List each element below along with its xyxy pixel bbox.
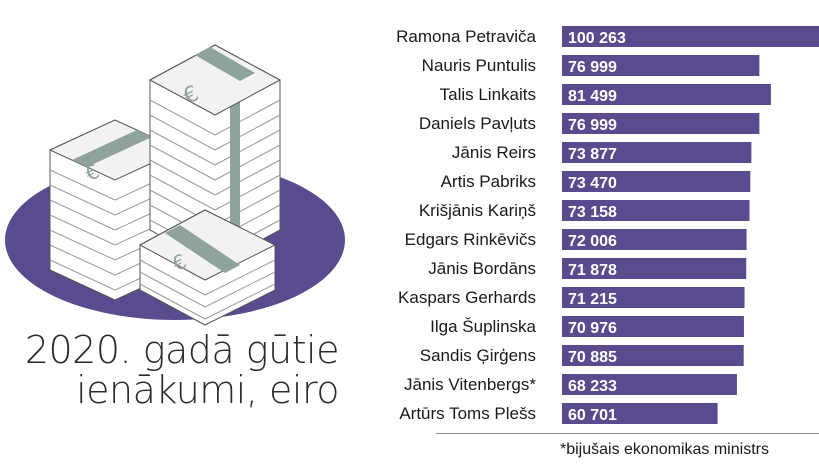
divider [436, 433, 819, 434]
value-label: 73 158 [568, 204, 617, 221]
category-label: Jānis Bordāns [428, 259, 536, 278]
euro-banknote-stack-icon: € [138, 209, 277, 326]
value-label: 73 470 [568, 175, 617, 192]
bar [562, 142, 752, 163]
value-label: 68 233 [568, 378, 617, 395]
bar [562, 113, 760, 134]
bar [562, 26, 819, 47]
bar [562, 84, 771, 105]
footnote: *bijušais ekonomikas ministrs [560, 441, 769, 458]
category-label: Nauris Puntulis [422, 56, 536, 75]
euro-banknote-stack-icon: € [148, 44, 282, 266]
title-line-2: ienākumi, eiro [76, 368, 339, 412]
value-label: 71 215 [568, 291, 617, 308]
bar [562, 200, 750, 221]
bar [562, 55, 760, 76]
category-label: Daniels Pavļuts [419, 114, 536, 133]
value-label: 71 878 [568, 262, 617, 279]
value-label: 81 499 [568, 88, 617, 105]
chart-title: 2020. gadā gūtie ienākumi, eiro [0, 328, 340, 412]
category-label: Kaspars Gerhards [398, 288, 536, 307]
category-label: Sandis Ģirģens [420, 346, 536, 365]
value-label: 60 701 [568, 407, 617, 424]
value-label: 100 263 [568, 30, 626, 47]
bar [562, 171, 751, 192]
bar [562, 258, 747, 279]
value-label: 76 999 [568, 59, 617, 76]
value-label: 73 877 [568, 146, 617, 163]
category-label: Ramona Petraviča [396, 27, 536, 46]
category-label: Krišjānis Kariņš [419, 201, 536, 220]
category-label: Talis Linkaits [440, 85, 536, 104]
bar [562, 374, 737, 395]
value-label: 76 999 [568, 117, 617, 134]
value-label: 70 976 [568, 320, 617, 337]
title-line-1: 2020. gadā gūtie [24, 328, 340, 372]
value-label: 72 006 [568, 233, 617, 250]
bar [562, 345, 744, 366]
category-label: Jānis Vitenbergs* [404, 375, 536, 394]
bar [562, 316, 744, 337]
bar [562, 229, 747, 250]
category-label: Jānis Reirs [452, 143, 536, 162]
value-label: 70 885 [568, 349, 617, 366]
category-label: Artis Pabriks [441, 172, 536, 191]
category-label: Edgars Rinkēvičs [405, 230, 536, 249]
bar [562, 287, 745, 308]
category-label: Artūrs Toms Plešs [399, 404, 536, 423]
bar [562, 403, 718, 424]
category-label: Ilga Šuplinska [430, 317, 536, 336]
